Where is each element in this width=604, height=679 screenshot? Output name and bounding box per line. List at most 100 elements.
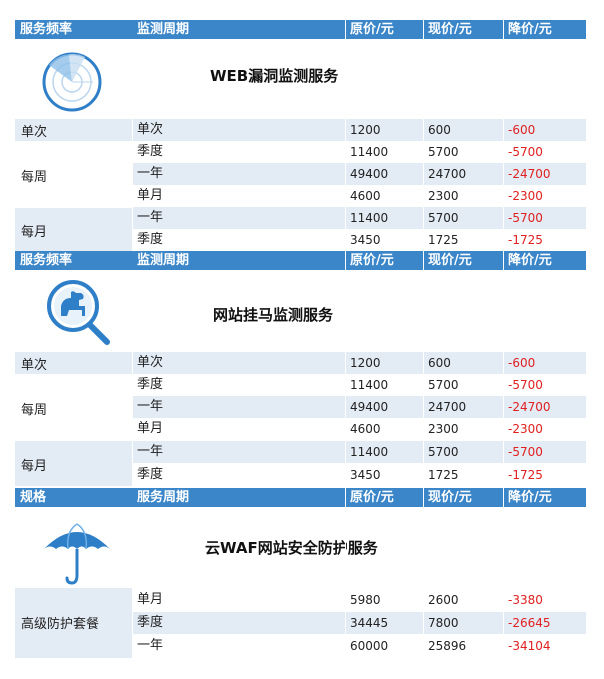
table-header: 规格 服务周期 原价/元 现价/元 降价/元: [15, 488, 586, 507]
price-cut-cell: -600: [503, 119, 586, 141]
header-frequency: 服务频率: [20, 22, 73, 37]
table-header: 服务频率 监测周期 原价/元 现价/元 降价/元: [15, 251, 586, 270]
table-row: 一年 60000 25896 -34104: [15, 635, 586, 657]
period-cell: 季度: [132, 464, 345, 486]
period-cell: 一年: [132, 207, 345, 229]
table-header: 服务频率 监测周期 原价/元 现价/元 降价/元: [15, 20, 586, 39]
header-original-price: 原价/元: [350, 22, 394, 37]
column-divider: [132, 119, 133, 251]
original-price-cell: 3450: [345, 229, 423, 251]
price-cut-cell: -2300: [503, 185, 586, 207]
umbrella-icon: [44, 523, 110, 585]
price-cut-cell: -26645: [503, 612, 586, 634]
column-divider: [503, 251, 504, 486]
current-price-cell: 600: [423, 119, 503, 141]
original-price-cell: 60000: [345, 635, 423, 657]
header-frequency: 服务频率: [20, 253, 73, 268]
table-row: 一年 49400 24700 -24700: [15, 163, 586, 185]
header-price-cut: 降价/元: [508, 490, 552, 505]
current-price-cell: 600: [423, 352, 503, 374]
original-price-cell: 3450: [345, 464, 423, 486]
current-price-cell: 1725: [423, 229, 503, 251]
price-cut-cell: -5700: [503, 374, 586, 396]
period-cell: 季度: [132, 229, 345, 251]
table-row: 季度 3450 1725 -1725: [15, 229, 586, 251]
current-price-cell: 5700: [423, 374, 503, 396]
magnifier-horse-icon: [47, 280, 110, 345]
period-cell: 一年: [132, 163, 345, 185]
service-banner: WEB漏洞监测服务: [15, 39, 586, 119]
price-cut-cell: -2300: [503, 418, 586, 440]
column-divider: [132, 352, 133, 486]
original-price-cell: 11400: [345, 141, 423, 163]
period-cell: 单次: [132, 119, 345, 141]
period-cell: 一年: [132, 441, 345, 463]
header-current-price: 现价/元: [428, 490, 472, 505]
period-cell: 单月: [132, 185, 345, 207]
column-divider: [423, 20, 424, 251]
service-banner: 网站挂马监测服务: [15, 270, 586, 352]
price-cut-cell: -1725: [503, 464, 586, 486]
table-row: 季度 11400 5700 -5700: [15, 374, 586, 396]
header-original-price: 原价/元: [350, 490, 394, 505]
table-row: 季度 34445 7800 -26645: [15, 612, 586, 634]
frequency-cell: 每周: [15, 374, 132, 440]
price-cut-cell: -5700: [503, 207, 586, 229]
current-price-cell: 24700: [423, 396, 503, 418]
table-row: 一年 49400 24700 -24700: [15, 396, 586, 418]
current-price-cell: 25896: [423, 635, 503, 657]
price-cut-cell: -34104: [503, 635, 586, 657]
current-price-cell: 1725: [423, 464, 503, 486]
table-row: 一年 11400 5700 -5700: [15, 441, 586, 463]
original-price-cell: 11400: [345, 207, 423, 229]
current-price-cell: 24700: [423, 163, 503, 185]
price-cut-cell: -5700: [503, 141, 586, 163]
period-cell: 一年: [132, 396, 345, 418]
column-divider: [345, 488, 346, 658]
price-cut-cell: -1725: [503, 229, 586, 251]
table-row: 季度 11400 5700 -5700: [15, 141, 586, 163]
service-title: WEB漏洞监测服务: [210, 67, 339, 85]
current-price-cell: 2600: [423, 589, 503, 611]
current-price-cell: 2300: [423, 418, 503, 440]
original-price-cell: 1200: [345, 119, 423, 141]
original-price-cell: 11400: [345, 441, 423, 463]
header-service-period: 服务周期: [137, 490, 190, 505]
original-price-cell: 34445: [345, 612, 423, 634]
service-title: 云WAF网站安全防护服务: [205, 539, 378, 557]
column-divider: [132, 588, 133, 658]
column-divider: [345, 20, 346, 251]
service-title: 网站挂马监测服务: [213, 306, 334, 324]
period-cell: 单月: [132, 418, 345, 440]
current-price-cell: 5700: [423, 141, 503, 163]
original-price-cell: 4600: [345, 185, 423, 207]
table-row: 季度 3450 1725 -1725: [15, 464, 586, 486]
column-divider: [503, 20, 504, 251]
column-divider: [423, 251, 424, 486]
table-row: 单月 4600 2300 -2300: [15, 418, 586, 440]
header-original-price: 原价/元: [350, 253, 394, 268]
period-cell: 一年: [132, 635, 345, 657]
spec-cell: 高级防护套餐: [15, 588, 132, 658]
price-cut-cell: -600: [503, 352, 586, 374]
table-row: 单月 5980 2600 -3380: [15, 589, 586, 611]
price-cut-cell: -24700: [503, 396, 586, 418]
column-divider: [345, 251, 346, 486]
frequency-cell: 单次: [15, 119, 132, 141]
header-current-price: 现价/元: [428, 253, 472, 268]
price-cut-cell: -5700: [503, 441, 586, 463]
column-divider: [503, 488, 504, 658]
original-price-cell: 49400: [345, 396, 423, 418]
radar-icon: [42, 52, 102, 112]
original-price-cell: 49400: [345, 163, 423, 185]
service-banner: 云WAF网站安全防护服务: [15, 507, 586, 588]
current-price-cell: 2300: [423, 185, 503, 207]
table-row: 单次 1200 600 -600: [15, 119, 586, 141]
header-price-cut: 降价/元: [508, 253, 552, 268]
period-cell: 单次: [132, 352, 345, 374]
period-cell: 季度: [132, 612, 345, 634]
header-current-price: 现价/元: [428, 22, 472, 37]
original-price-cell: 11400: [345, 374, 423, 396]
frequency-cell: 每周: [15, 141, 132, 207]
header-price-cut: 降价/元: [508, 22, 552, 37]
